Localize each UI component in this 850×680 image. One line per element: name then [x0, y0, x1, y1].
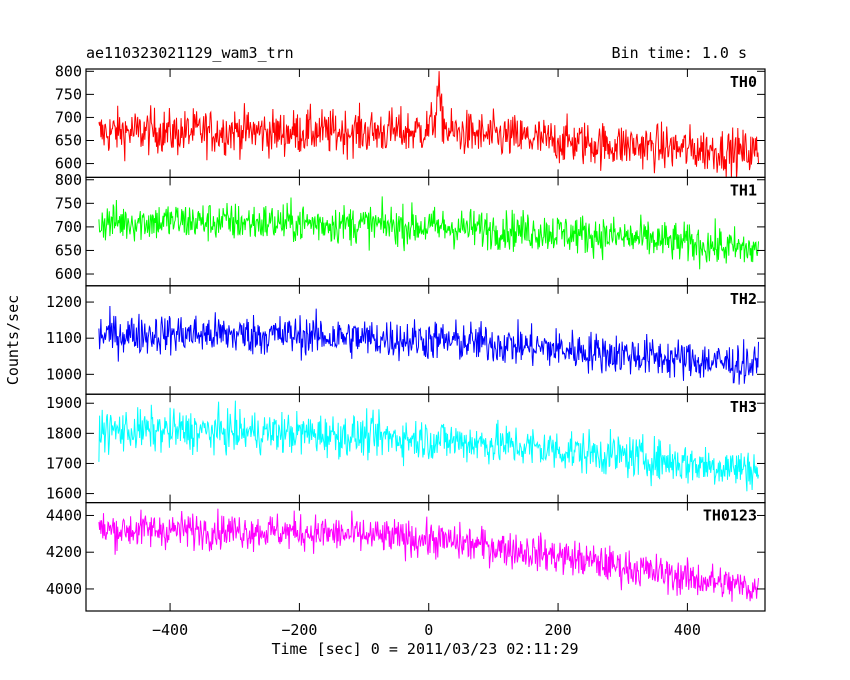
panel-th0: 600 650 700 750 800 TH0	[55, 62, 766, 179]
series-line-th1	[98, 196, 759, 270]
panel-th0123: 4000 4200 4400 TH0123	[46, 502, 766, 612]
panel-th1: 600 650 700 750 800 TH1	[55, 171, 766, 287]
x-tick-label: 0	[424, 621, 433, 639]
series-line-th0	[98, 71, 759, 178]
x-tick-label: −200	[281, 621, 317, 639]
panel-frame	[85, 502, 766, 612]
y-tick-label: 1700	[46, 454, 82, 472]
y-tick-label: 800	[55, 171, 82, 189]
bin-time-label: Bin time: 1.0 s	[611, 44, 747, 62]
panel-label-th0123: TH0123	[703, 507, 757, 525]
x-tick-label: 200	[545, 621, 572, 639]
y-tick-label: 1600	[46, 485, 82, 503]
panel-th2: 1000 1100 1200 TH2	[46, 285, 766, 395]
series-line-th3	[98, 400, 759, 492]
panel-label-th0: TH0	[730, 73, 757, 91]
panel-frame	[85, 393, 766, 504]
series-line-th0123	[98, 508, 759, 602]
y-tick-label: 4200	[46, 543, 82, 561]
y-tick-label: 1000	[46, 365, 82, 383]
y-tick-label: 750	[55, 85, 82, 103]
x-axis-label: Time [sec] 0 = 2011/03/23 02:11:29	[271, 640, 578, 658]
panel-label-th3: TH3	[730, 398, 757, 416]
panel-label-th1: TH1	[730, 181, 757, 199]
y-tick-label: 700	[55, 218, 82, 236]
panel-label-th2: TH2	[730, 290, 757, 308]
y-tick-label: 700	[55, 108, 82, 126]
x-tick-label: 400	[674, 621, 701, 639]
y-tick-label: 1200	[46, 293, 82, 311]
y-tick-label: 800	[55, 62, 82, 80]
chart-title: ae110323021129_wam3_trn	[86, 44, 294, 62]
y-tick-label: 1800	[46, 424, 82, 442]
y-axis-label: Counts/sec	[4, 295, 22, 385]
y-tick-label: 650	[55, 131, 82, 149]
x-tick-label: −400	[152, 621, 188, 639]
y-tick-label: 1100	[46, 329, 82, 347]
panel-th3: 1600 1700 1800 1900 TH3	[46, 393, 766, 504]
y-tick-label: 4000	[46, 580, 82, 598]
y-tick-label: 4400	[46, 506, 82, 524]
series-line-th2	[98, 305, 759, 385]
y-tick-label: 650	[55, 241, 82, 259]
y-tick-label: 750	[55, 194, 82, 212]
y-tick-label: 600	[55, 155, 82, 173]
y-tick-label: 1900	[46, 394, 82, 412]
y-tick-label: 600	[55, 265, 82, 283]
